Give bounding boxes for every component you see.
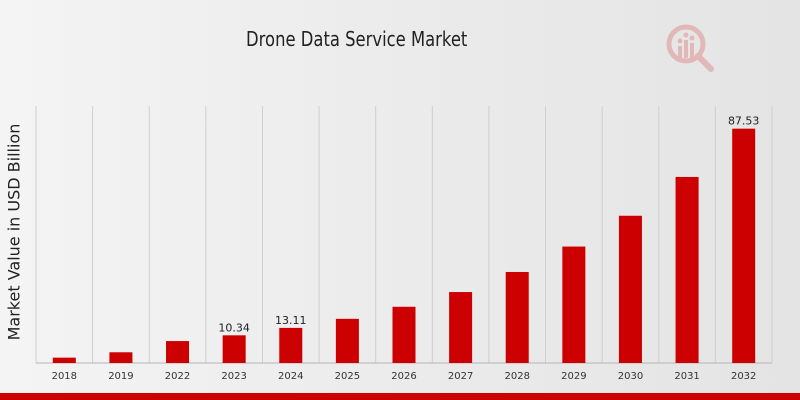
x-tick-label: 2029 [561, 371, 586, 382]
x-tick-label: 2022 [165, 371, 190, 382]
bottom-accent-bar [0, 393, 800, 400]
x-tick-label: 2027 [448, 371, 473, 382]
bar-2024 [279, 327, 303, 363]
chart-title: Drone Data Service Market [246, 27, 468, 51]
bar-2023 [222, 335, 246, 363]
bar-2025 [335, 318, 359, 363]
x-tick-label: 2026 [391, 371, 416, 382]
x-tick-label: 2018 [52, 371, 77, 382]
bar-2027 [449, 292, 473, 363]
x-tick-label: 2031 [674, 371, 699, 382]
x-tick-label: 2028 [505, 371, 530, 382]
x-tick-label: 2030 [618, 371, 643, 382]
x-tick-label: 2025 [335, 371, 360, 382]
bar-2019 [109, 352, 133, 363]
data-label: 10.34 [218, 321, 250, 334]
data-label: 13.11 [275, 314, 307, 327]
x-tick-label: 2023 [221, 371, 246, 382]
bar-2028 [505, 271, 529, 363]
bar-2026 [392, 306, 416, 363]
bar-2022 [166, 341, 190, 363]
bar-2029 [562, 246, 586, 363]
bar-2031 [675, 176, 699, 363]
x-tick-label: 2019 [108, 371, 133, 382]
bar-2018 [52, 357, 76, 363]
data-label: 87.53 [728, 115, 760, 128]
brand-logo-icon [666, 24, 714, 72]
bar-2030 [618, 215, 642, 363]
bar-2032 [732, 128, 756, 363]
x-tick-label: 2032 [731, 371, 756, 382]
x-tick-label: 2024 [278, 371, 303, 382]
